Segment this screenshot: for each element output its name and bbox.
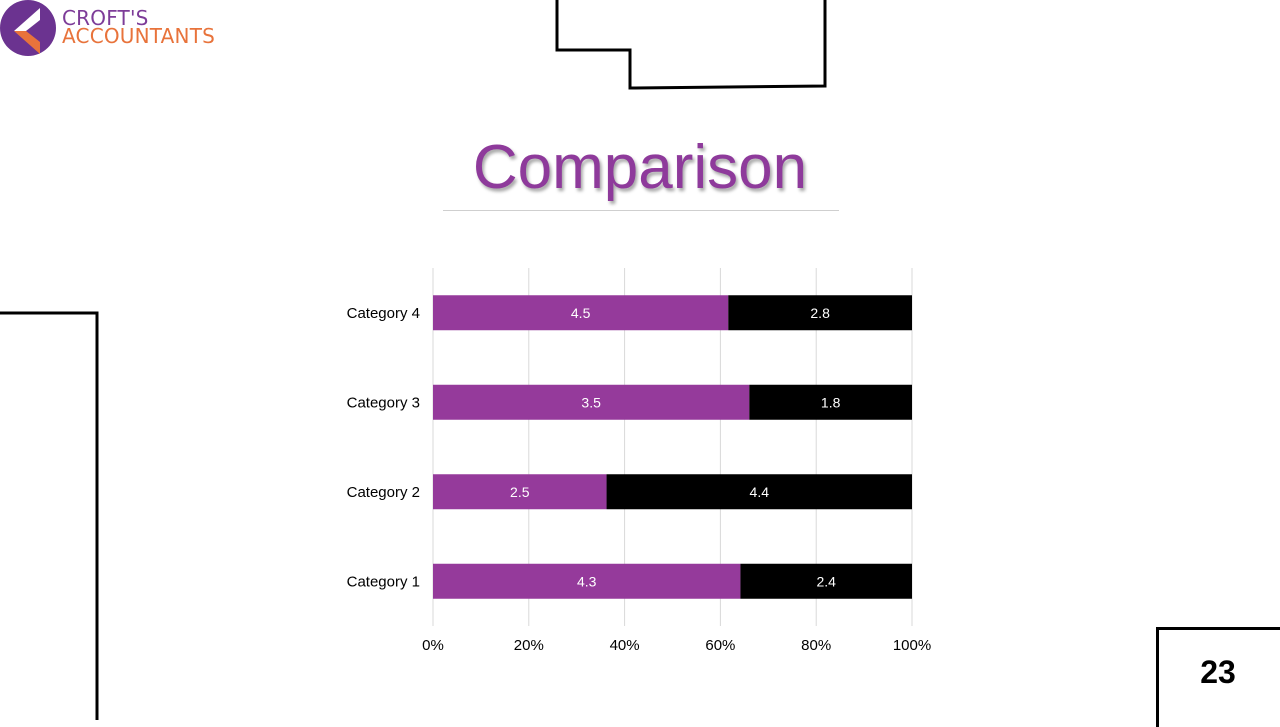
page-number: 23: [1200, 654, 1236, 690]
data-label: 2.5: [510, 484, 530, 500]
x-tick-label: 60%: [705, 637, 735, 654]
bar-segment: [740, 563, 912, 599]
slide-title: Comparison: [472, 133, 808, 202]
data-label: 2.8: [810, 305, 830, 321]
category-label: Category 3: [347, 394, 420, 411]
category-label: Category 1: [347, 573, 420, 590]
data-label: 4.5: [571, 305, 591, 321]
x-tick-label: 20%: [514, 637, 544, 654]
page-number-box: [1156, 627, 1280, 727]
data-label: 2.4: [816, 573, 836, 589]
data-label: 1.8: [821, 394, 841, 410]
bar-segment: [606, 474, 912, 510]
logo-line-1: CROFT'S: [62, 6, 149, 30]
bar-segment: [433, 295, 729, 331]
x-tick-label: 40%: [610, 637, 640, 654]
bar-segment: [433, 384, 750, 420]
bar-segment: [433, 563, 741, 599]
title-divider: [443, 210, 839, 211]
bar-segment: [728, 295, 912, 331]
bar-segment: [433, 474, 607, 510]
chart-bars: [433, 295, 912, 599]
x-tick-label: 80%: [801, 637, 831, 654]
data-label: 4.3: [577, 573, 597, 589]
data-label: 4.4: [750, 484, 770, 500]
crofts-logo-mark-icon: [0, 0, 56, 56]
x-tick-label: 100%: [893, 637, 931, 654]
logo-wordmark: CROFT'S ACCOUNTANTS: [62, 6, 216, 48]
chart-labels: 0% 20% 40% 60% 80% 100% 4.3 2.4 Category 1 2.5 4.4…: [347, 305, 932, 654]
logo-line-2: ACCOUNTANTS: [62, 24, 216, 48]
data-label: 3.5: [581, 394, 601, 410]
category-label: Category 2: [347, 484, 420, 501]
bar-segment: [749, 384, 912, 420]
category-label: Category 4: [347, 305, 420, 322]
x-tick-label: 0%: [422, 637, 444, 654]
logo: CROFT'S ACCOUNTANTS: [0, 0, 230, 60]
